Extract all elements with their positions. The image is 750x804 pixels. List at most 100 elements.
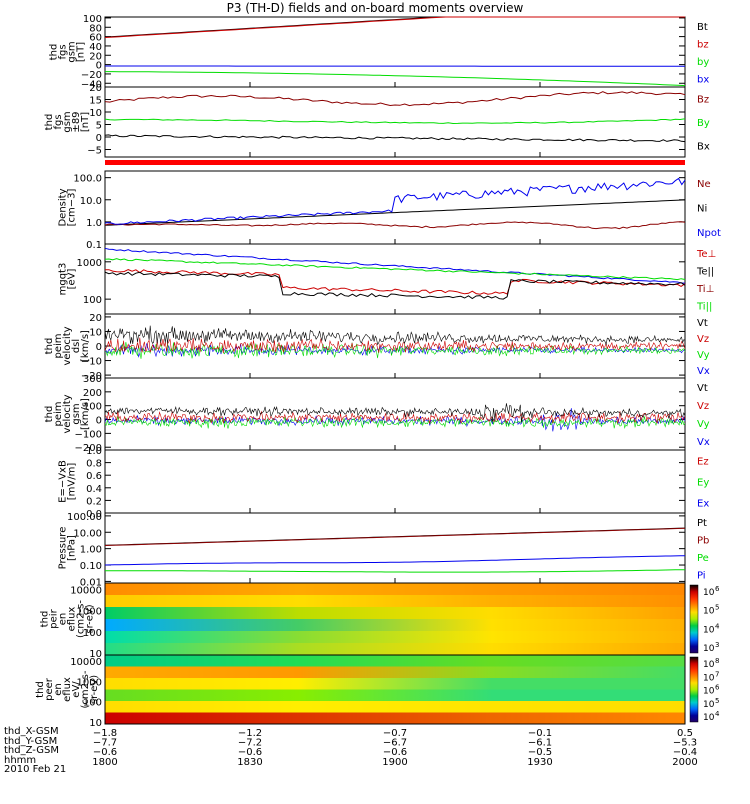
ytick-label-efield: 0.8 <box>86 459 102 470</box>
ytick-label-vel1: 0 <box>96 342 102 353</box>
ytick-label-fgs2: 5 <box>96 121 102 132</box>
legend-pressure: Pt <box>697 518 707 529</box>
legend-vel2: Vt <box>697 383 708 394</box>
ytick-label-vel1: 20 <box>89 313 102 324</box>
cbar-label-ele_spec: 10 <box>703 713 715 723</box>
legend-vel1: Vt <box>697 318 708 329</box>
ytick-label-pressure: 0.10 <box>80 561 102 572</box>
ephem-value: 1900 <box>382 757 407 768</box>
ytick-label-fgs2: 10 <box>89 108 102 119</box>
legend-temp: Ti|| <box>696 301 712 312</box>
legend-density: Npot <box>697 228 721 239</box>
ephem-value: 1830 <box>237 757 262 768</box>
legend-efield: Ez <box>697 457 709 468</box>
line-pe <box>105 570 685 572</box>
ytick-label-temp: 100 <box>83 295 102 306</box>
line-vy-gsm <box>105 417 685 429</box>
spec-band-ion <box>105 619 685 632</box>
plot-date: 2010 Feb 21 <box>4 765 66 775</box>
cbar-exp-ion_spec: 5 <box>715 604 719 612</box>
ylabel-vel2: [km/s] <box>80 398 91 430</box>
spec-band-ion <box>105 631 685 644</box>
spec-band-ele <box>105 701 685 713</box>
spec-band-ele <box>105 713 685 725</box>
line-by2 <box>105 119 685 124</box>
spec-band-ele <box>105 667 685 679</box>
ytick-label-efield: 0.6 <box>86 471 102 482</box>
legend-temp: Ti⊥ <box>696 284 714 295</box>
cbar-exp-ele_spec: 6 <box>715 684 720 692</box>
legend-temp: Te⊥ <box>696 249 716 260</box>
ephemeris-footer: thd_X-GSM thd_Y-GSM thd_Z-GSM hhmm 2010 … <box>4 727 66 775</box>
legend-efield: Ey <box>697 478 709 489</box>
line-ti-par <box>105 259 685 280</box>
ytick-label-fgs2: 20 <box>89 83 102 94</box>
ylabel-fgs: [nT] <box>76 42 87 62</box>
panel-frame-fgs <box>105 17 685 87</box>
ytick-label-pressure: 10.00 <box>73 528 102 539</box>
line-te-par <box>105 248 685 283</box>
mode-separator-bar <box>105 160 685 165</box>
ylabel-efield: [mV/m] <box>67 463 78 501</box>
legend-pressure: Pb <box>697 535 709 546</box>
legend-fgs2: Bz <box>697 95 709 106</box>
colorbar-ion_spec <box>690 585 698 653</box>
legend-vel1: Vy <box>697 350 710 361</box>
ytick-label-fgs2: −5 <box>87 146 102 157</box>
cbar-exp-ion_spec: 4 <box>715 622 720 630</box>
ytick-label-vel2: −100 <box>75 429 102 440</box>
legend-density: Ni <box>697 204 707 215</box>
ytick-label-efield: 1.0 <box>86 446 102 457</box>
panel-frame-density <box>105 171 685 244</box>
ytick-label-density: 0.1 <box>86 240 102 251</box>
legend-pressure: Pe <box>697 553 709 564</box>
ephem-value: 1800 <box>92 757 117 768</box>
legend-fgs: Bt <box>697 22 708 33</box>
ytick-label-density: 1.0 <box>86 218 102 229</box>
ephem-value: 2000 <box>672 757 697 768</box>
legend-fgs: bz <box>697 39 709 50</box>
cbar-exp-ion_spec: 3 <box>715 641 719 649</box>
legend-fgs2: Bx <box>697 141 710 152</box>
ylabel-density: [cm−3] <box>67 189 78 227</box>
legend-vel2: Vx <box>697 437 710 448</box>
line-bx2 <box>105 135 685 142</box>
line-pb <box>105 528 685 545</box>
legend-fgs: bx <box>697 74 709 85</box>
colorbar-ele_spec <box>690 657 698 722</box>
legend-fgs2: By <box>697 118 710 129</box>
ylabel-ele_spec: sr-eV) <box>89 675 100 704</box>
spec-band-ion <box>105 607 685 620</box>
ytick-label-fgs2: 15 <box>89 96 102 107</box>
spec-band-ion <box>105 595 685 608</box>
ytick-label-vel2: 300 <box>83 374 102 385</box>
legend-density: Ne <box>697 179 711 190</box>
cbar-label-ion_spec: 10 <box>703 588 715 598</box>
cbar-label-ion_spec: 10 <box>703 625 715 635</box>
spec-band-ele <box>105 655 685 667</box>
ytick-label-efield: 0.2 <box>86 496 102 507</box>
ytick-label-vel1: 10 <box>89 327 102 338</box>
ephem-value: 1930 <box>527 757 552 768</box>
ylabel-fgs2: [nT] <box>80 112 91 132</box>
ytick-label-pressure: 100.00 <box>67 512 102 523</box>
panel-frame-vel2 <box>105 378 685 450</box>
cbar-exp-ele_spec: 5 <box>715 697 719 705</box>
cbar-label-ele_spec: 10 <box>703 673 715 683</box>
ytick-label-efield: 0.4 <box>86 484 102 495</box>
cbar-exp-ion_spec: 6 <box>715 585 720 593</box>
line-npot <box>105 179 685 225</box>
spec-band-ele <box>105 678 685 690</box>
legend-pressure: Pi <box>697 570 706 581</box>
ylabel-vel1: [km/s] <box>80 330 91 362</box>
cbar-exp-ele_spec: 7 <box>715 670 719 678</box>
legend-vel1: Vz <box>697 334 709 345</box>
ylabel-ion_spec: sr-eV) <box>85 604 96 633</box>
cbar-label-ion_spec: 10 <box>703 644 715 654</box>
line-ni <box>105 200 685 225</box>
line-ti-perp <box>105 272 685 299</box>
ytick-label-vel2: 200 <box>83 388 102 399</box>
cbar-label-ele_spec: 10 <box>703 700 715 710</box>
line-vt <box>105 326 685 345</box>
